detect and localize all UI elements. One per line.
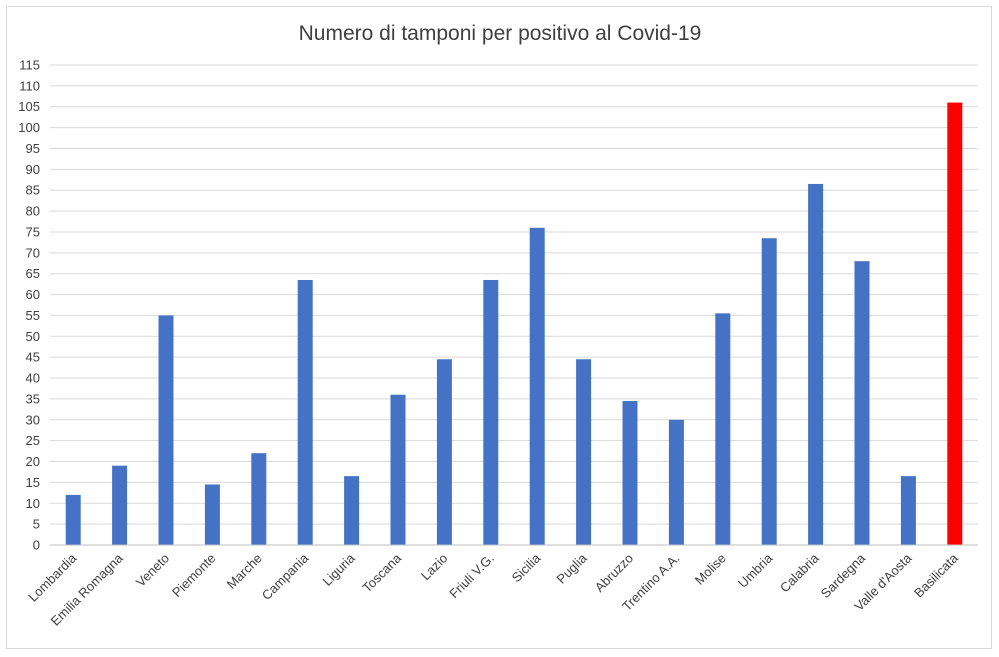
bars	[65, 102, 963, 546]
x-tick-label: Puglia	[554, 550, 591, 587]
chart-title: Numero di tamponi per positivo al Covid-…	[299, 22, 702, 45]
bar-marche	[251, 453, 267, 545]
bar-basilicata	[947, 102, 963, 545]
bar-sicilia	[529, 227, 545, 546]
bar-puglia	[576, 359, 592, 545]
bar-abruzzo	[622, 401, 638, 545]
x-tick-label: Calabria	[777, 550, 822, 595]
y-tick-label: 65	[26, 266, 40, 281]
x-tick-label: Toscana	[359, 550, 404, 595]
x-tick-label: Abruzzo	[592, 551, 636, 595]
y-tick-label: 95	[26, 141, 40, 156]
x-tick-label: Marche	[224, 551, 265, 592]
y-tick-label: 105	[18, 99, 40, 114]
bar-veneto	[158, 315, 174, 545]
x-tick-label: Liguria	[320, 550, 359, 589]
bar-lazio	[436, 359, 452, 545]
y-tick-label: 110	[19, 78, 40, 93]
bar-calabria	[808, 183, 824, 545]
y-tick-label: 85	[26, 183, 40, 198]
bar-sardegna	[854, 261, 870, 545]
bar-trentino-a-a-	[668, 419, 684, 545]
y-tick-label: 115	[19, 58, 40, 73]
y-tick-label: 40	[26, 371, 40, 386]
y-tick-label: 5	[33, 517, 40, 532]
bar-toscana	[390, 394, 406, 545]
y-tick-label: 45	[26, 350, 40, 365]
y-axis-ticks: 0 5 10 15 20 25 30 35 40 45 50 55 60 65 70 75 80 85 90 95 10…	[18, 58, 40, 553]
y-tick-label: 100	[18, 120, 40, 135]
x-tick-label: Lazio	[418, 551, 451, 584]
x-tick-label: Campania	[259, 550, 312, 603]
x-tick-label: Umbria	[735, 550, 776, 591]
y-tick-label: 30	[26, 412, 40, 427]
y-tick-label: 90	[26, 162, 40, 177]
x-tick-label: Molise	[692, 551, 729, 588]
y-tick-label: 20	[26, 454, 40, 469]
bar-piemonte	[204, 484, 220, 545]
y-tick-label: 25	[26, 433, 40, 448]
gridlines	[50, 64, 978, 525]
bar-lombardia	[65, 494, 81, 545]
y-tick-label: 10	[26, 496, 40, 511]
y-tick-label: 70	[26, 245, 40, 260]
x-tick-label: Piemonte	[169, 551, 218, 600]
x-tick-label: Friuli V.G.	[446, 551, 497, 602]
x-tick-label: Veneto	[133, 551, 172, 590]
bar-emilia-romagna	[112, 465, 128, 545]
bar-umbria	[761, 238, 777, 545]
x-tick-label: Basilicata	[911, 550, 961, 600]
y-tick-label: 0	[33, 538, 40, 553]
y-tick-label: 50	[26, 329, 40, 344]
bar-valle-d-aosta	[900, 476, 916, 545]
y-tick-label: 55	[26, 308, 40, 323]
bar-molise	[715, 313, 731, 545]
bar-friuli-v-g-	[483, 279, 499, 545]
y-tick-label: 60	[26, 287, 40, 302]
y-tick-label: 15	[26, 475, 40, 490]
y-tick-label: 75	[26, 224, 40, 239]
bar-campania	[297, 279, 313, 545]
x-tick-label: Sicilia	[509, 550, 544, 585]
y-tick-label: 80	[26, 204, 40, 219]
y-tick-label: 35	[26, 391, 40, 406]
bar-liguria	[344, 476, 360, 545]
